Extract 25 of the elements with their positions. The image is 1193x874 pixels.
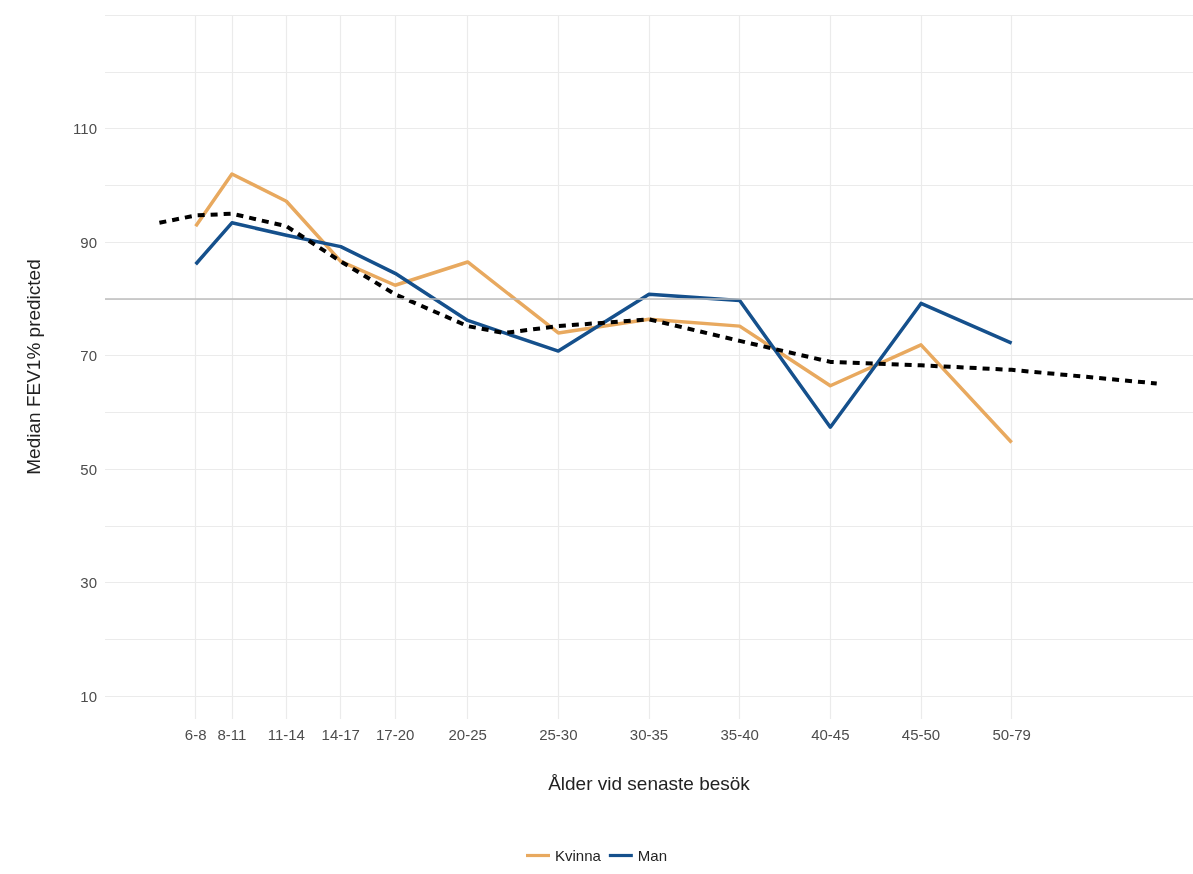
y-tick-label: 50 — [80, 460, 97, 478]
x-tick-label: 6-8 — [184, 726, 207, 743]
y-tick-label: 70 — [80, 347, 97, 365]
y-tick-label: 30 — [80, 574, 97, 592]
y-tick-label: 90 — [80, 233, 97, 251]
y-tick-label: 110 — [73, 120, 97, 138]
legend-label: Man — [637, 847, 668, 864]
x-tick-label: 25-30 — [539, 726, 578, 743]
x-tick-label: 50-79 — [992, 726, 1031, 743]
y-axis-title: Median FEV1% predicted — [23, 259, 44, 475]
x-tick-label: 14-17 — [321, 726, 360, 743]
x-tick-label: 45-50 — [901, 726, 941, 743]
x-tick-label: 35-40 — [720, 726, 759, 743]
x-tick-label: 17-20 — [375, 726, 415, 743]
x-tick-label: 20-25 — [448, 726, 487, 743]
line-series — [157, 211, 1159, 386]
legend-label: Kvinna — [554, 847, 602, 864]
y-tick-label: 10 — [80, 687, 97, 705]
x-tick-label: 11-14 — [267, 726, 305, 743]
line-series — [193, 172, 1014, 445]
x-tick-label: 40-45 — [811, 726, 850, 743]
x-tick-label: 8-11 — [217, 726, 247, 743]
x-tick-label: 30-35 — [629, 726, 669, 743]
line-series — [193, 221, 1014, 429]
x-axis-title: Ålder vid senaste besök — [548, 773, 751, 794]
